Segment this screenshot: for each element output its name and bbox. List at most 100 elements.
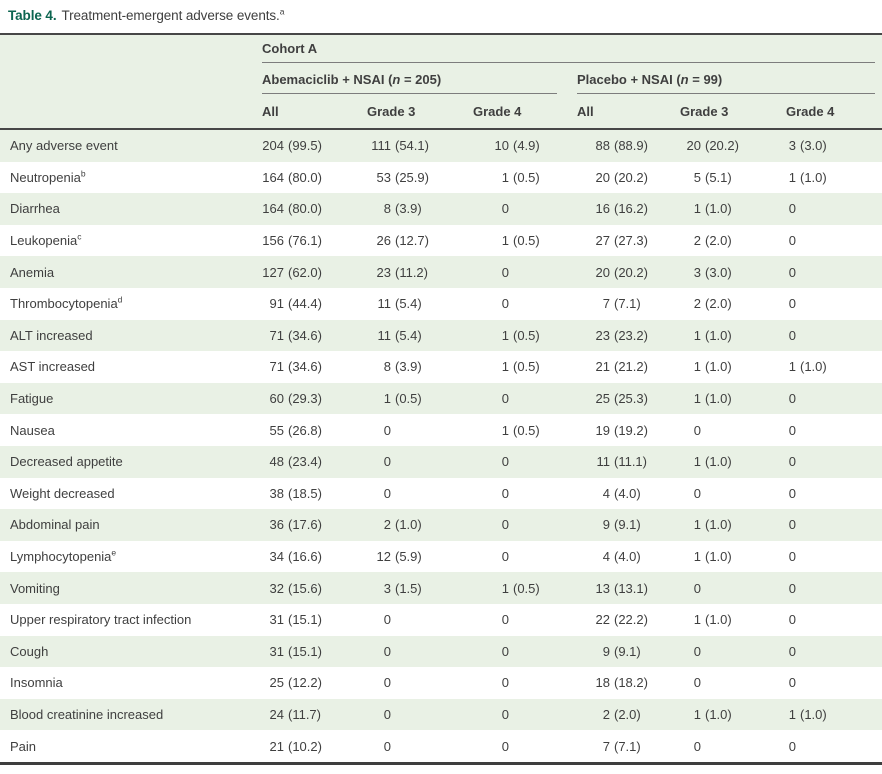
value-cell: 2 (1.0) [367,517,473,532]
value-cell: 48 (23.4) [262,454,367,469]
percent: (17.6) [288,517,322,533]
count: 31 [269,612,284,628]
table-row: AST increased 71 (34.6) 8 (3.9) 1 (0.5) 21(… [0,351,882,383]
value-cell: 1 (1.0) [786,359,882,374]
count: 0 [383,643,391,659]
adverse-event-label: Nausea [0,423,262,438]
table-row: Lymphocytopeniae 34 (16.6) 12 (5.9) 0 4 (4.… [0,540,882,573]
count: 18 [595,675,610,691]
adverse-event-label: Vomiting [0,581,262,596]
table-row: ALT increased 71 (34.6) 11 (5.4) 1 (0.5) 23… [0,319,882,352]
count: 156 [262,233,284,249]
count: 1 [693,706,701,722]
count: 0 [788,327,796,343]
count: 0 [501,549,509,565]
count: 111 [371,138,391,154]
label-text: Cough [10,643,49,659]
percent: (2.0) [705,233,732,249]
label-text: Upper respiratory tract infection [10,612,192,628]
count: 1 [501,327,509,343]
value-cell: 60 (29.3) [262,391,367,406]
percent: (13.1) [614,580,648,596]
count: 1 [501,233,509,249]
value-cell: 20 (20.2) [577,170,680,185]
percent: (1.0) [705,327,732,343]
percent: (3.0) [705,264,732,280]
table-row: Nausea 55 (26.8) 0 1 (0.5) 19 (19.2) 0 0 [0,414,882,446]
count: 0 [788,233,796,249]
count: 0 [788,675,796,691]
value-cell: 1 (1.0) [680,517,786,532]
value-cell: 0 [367,739,473,754]
table-number: Table 4. [8,8,57,23]
count: 0 [788,296,796,312]
value-cell: 3 (1.5) [367,581,473,596]
percent: (12.2) [288,675,322,691]
percent: (5.9) [395,549,422,565]
value-cell: 0 [786,739,882,754]
count: 0 [383,485,391,501]
count: 20 [686,138,701,154]
adverse-event-label: Lymphocytopeniae [0,548,262,564]
value-cell: 23 (11.2) [367,265,473,280]
value-cell: 0 [786,201,882,216]
column-header-row: All Grade 3 Grade 4 All Grade 3 Grade 4 [0,94,882,128]
percent: (0.5) [513,169,540,185]
value-cell: 156 (76.1) [262,233,367,248]
n-value: = 205) [400,72,442,87]
percent: (7.1) [614,738,641,754]
count: 11 [377,296,392,312]
column-header-all-1: All [262,103,279,119]
percent: (1.0) [705,391,732,407]
count: 0 [788,454,796,470]
value-cell: 23 (23.2) [577,328,680,343]
count: 1 [501,359,509,375]
count: 1 [788,359,796,375]
count: 0 [788,643,796,659]
value-cell: 0 [367,454,473,469]
value-cell: 0 [680,675,786,690]
percent: (10.2) [288,738,322,754]
count: 0 [383,454,391,470]
value-cell: 0 [473,549,577,564]
count: 1 [693,612,701,628]
percent: (16.2) [614,201,648,217]
cohort-header-row: Cohort A [0,35,882,63]
count: 1 [693,549,701,565]
percent: (15.1) [288,612,322,628]
column-header-grade3-2: Grade 3 [680,103,729,119]
percent: (3.9) [395,201,422,217]
value-cell: 10 (4.9) [473,138,577,153]
count: 7 [602,738,610,754]
count: 0 [501,738,509,754]
adverse-event-label: ALT increased [0,328,262,343]
count: 9 [602,517,610,533]
percent: (88.9) [614,138,648,154]
count: 21 [595,359,610,375]
count: 0 [788,738,796,754]
value-cell: 11 (5.4) [367,328,473,343]
percent: (62.0) [288,264,322,280]
percent: (18.2) [614,675,648,691]
count: 0 [693,738,701,754]
value-cell: 0 [367,423,473,438]
percent: (11.2) [395,264,428,280]
table-row: Pain 21 (10.2) 0 0 7 (7.1) 0 0 [0,730,882,762]
value-cell: 0 [367,707,473,722]
percent: (11.7) [288,706,321,722]
value-cell: 4 (4.0) [577,486,680,501]
count: 4 [602,549,610,565]
value-cell: 0 [680,423,786,438]
count: 2 [693,296,701,312]
table-row: Leukopeniac 156 (76.1) 26 (12.7) 1 (0.5) 27… [0,224,882,257]
value-cell: 9 (9.1) [577,644,680,659]
value-cell: 31 (15.1) [262,612,367,627]
count: 3 [693,264,701,280]
caption-footnote-marker: a [279,6,285,17]
value-cell: 0 [786,328,882,343]
count: 0 [788,549,796,565]
adverse-event-label: Diarrhea [0,201,262,216]
count: 8 [383,201,391,217]
table-row: Insomnia 25 (12.2) 0 0 18 (18.2) 0 0 [0,667,882,699]
adverse-event-label: Leukopeniac [0,233,262,249]
